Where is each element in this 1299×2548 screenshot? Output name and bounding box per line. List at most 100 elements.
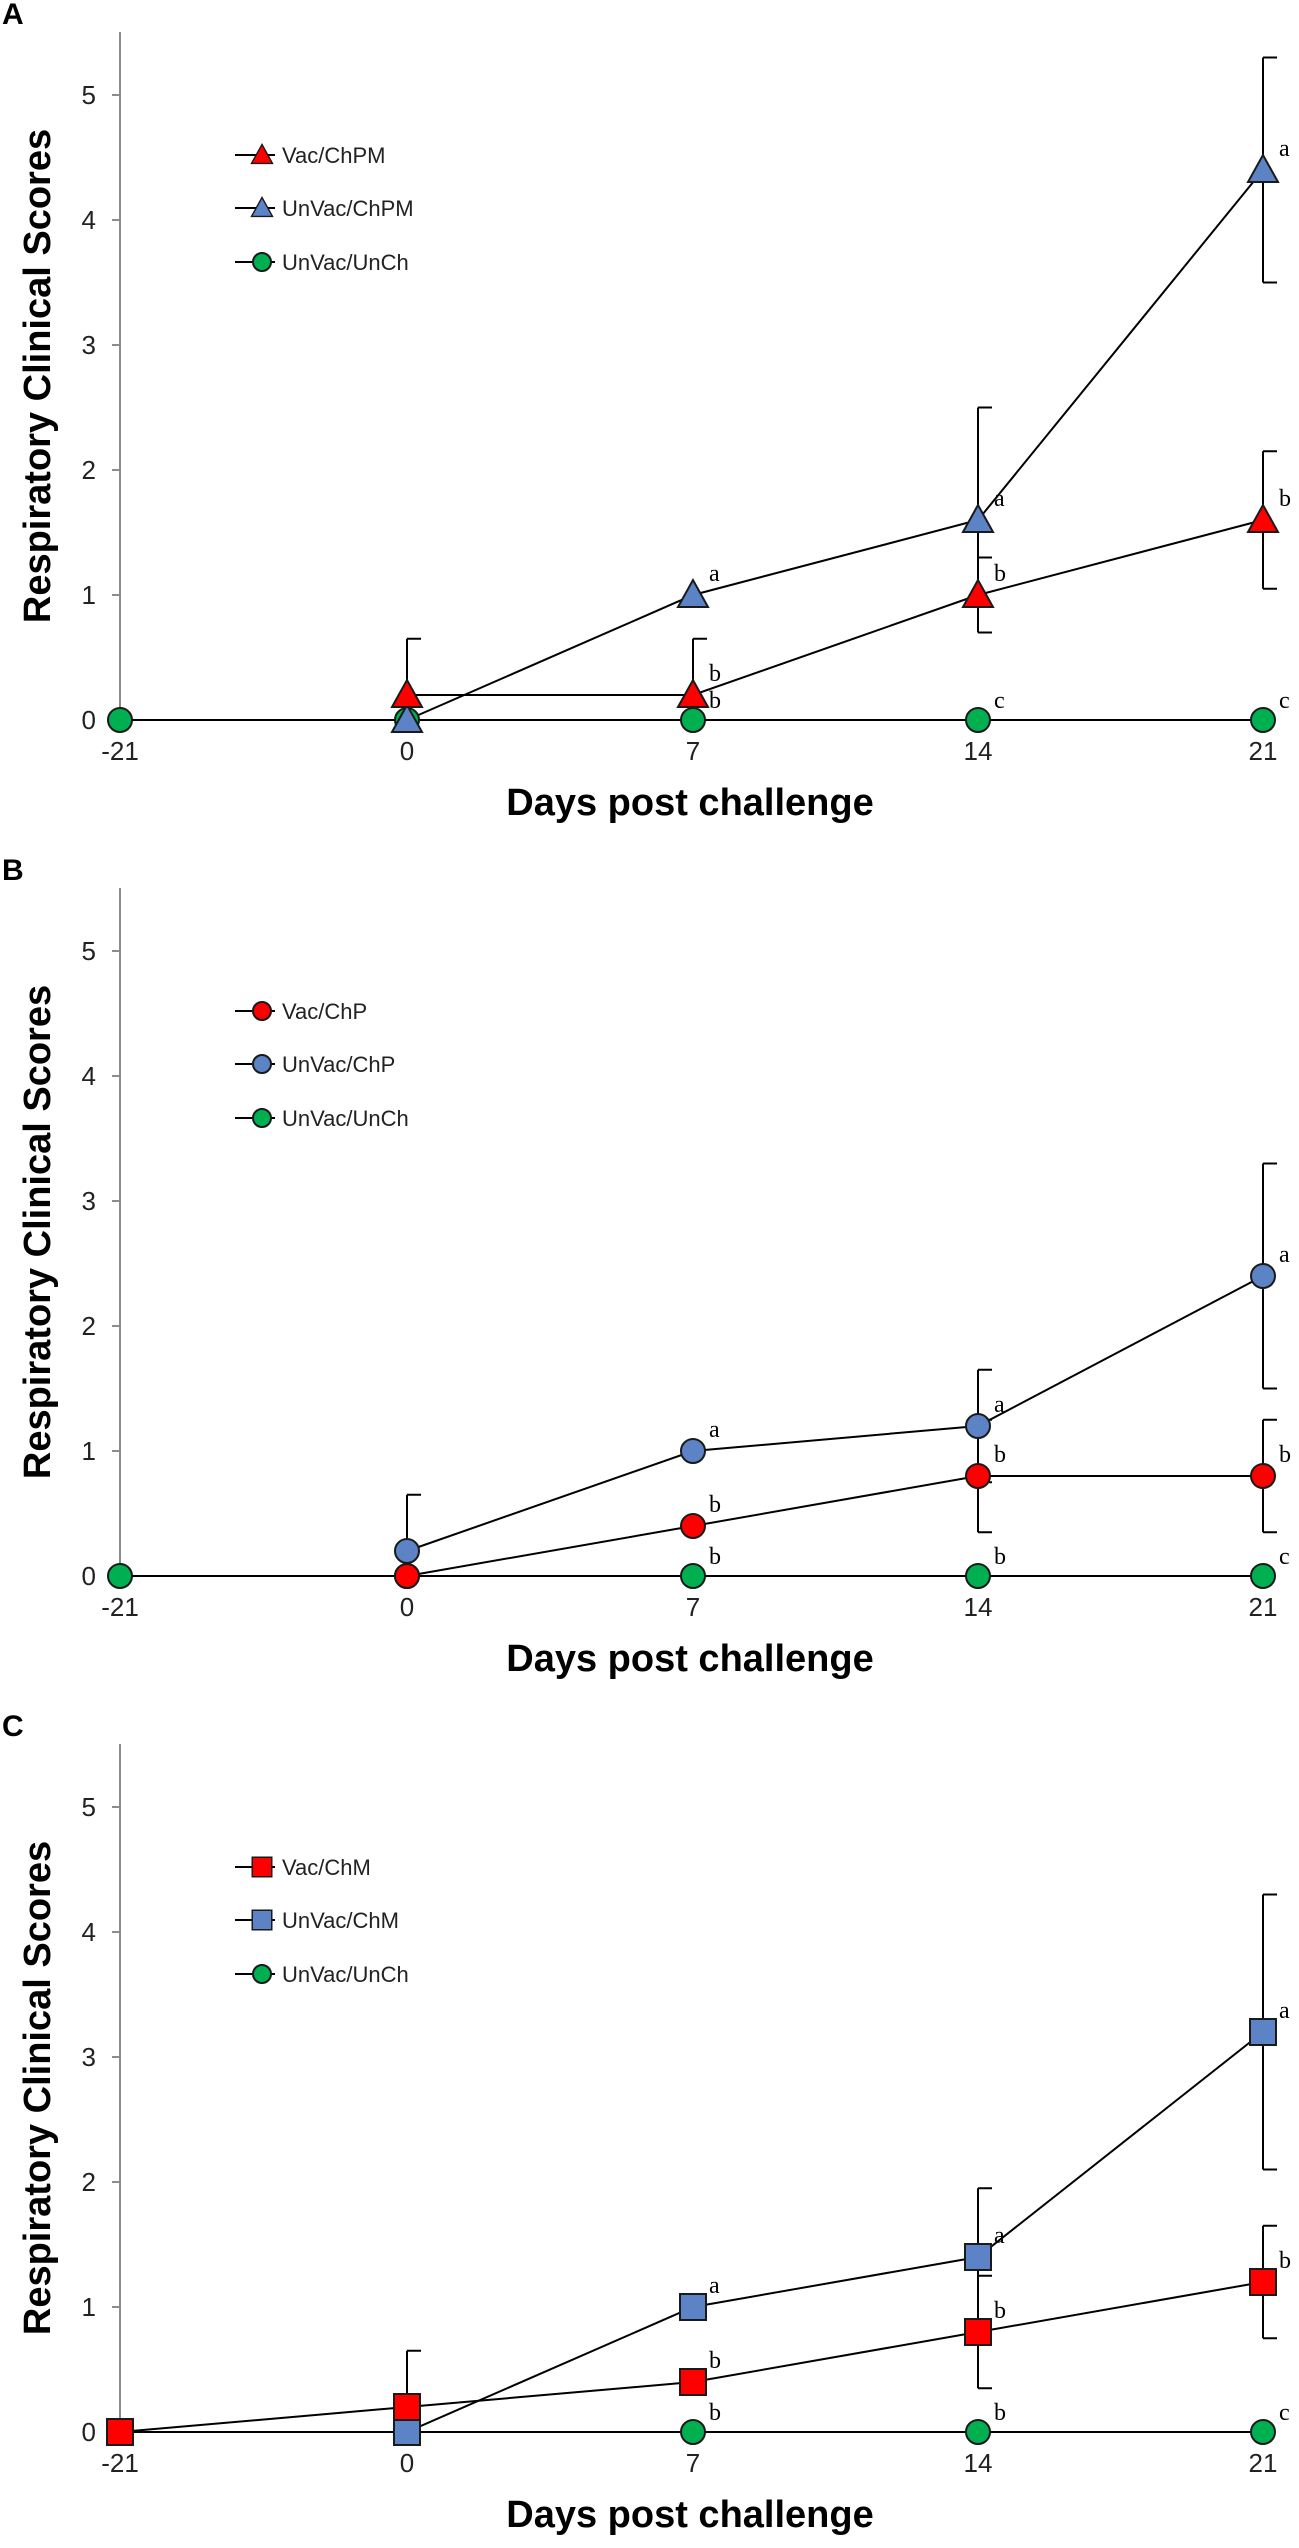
panel-a-point-unvac-chpm (961, 502, 995, 533)
panel-a-legend-label: UnVac/ChPM (282, 196, 414, 221)
panel-a-point-vac-chpm (1246, 502, 1280, 533)
panel-c-legend-label: UnVac/ChM (282, 1908, 399, 1933)
panel-a-significance-label: b (994, 561, 1006, 587)
panel-b-legend-marker (252, 1001, 272, 1021)
panel-b-point-unvac-chp (965, 1413, 991, 1439)
panel-a-y-axis-title: Respiratory Clinical Scores (17, 129, 59, 623)
panel-a-x-tick-label: 0 (400, 736, 414, 766)
panel-a-legend-marker (250, 196, 274, 218)
panel-a-point-vac-chpm (390, 677, 424, 708)
panel-c-point-unvac-unch (1250, 2419, 1276, 2445)
panel-b-point-vac-chp (1250, 1463, 1276, 1489)
panel-b-point-vac-chp (680, 1513, 706, 1539)
panel-b-legend-marker (252, 1108, 272, 1128)
panel-c-significance-label: b (709, 2348, 721, 2374)
panel-c-x-tick-label: 0 (400, 2448, 414, 2478)
panel-a-y-tick-label: 5 (82, 80, 96, 110)
panel-b-series-line-vac-chp (406, 1475, 1263, 1577)
panel-b-significance-label: b (994, 1442, 1006, 1468)
panel-b-significance-label: b (709, 1492, 721, 1518)
panel-a-legend-item-unvac-chpm: UnVac/ChPM (235, 196, 414, 221)
panel-a-point-unvac-unch (680, 707, 706, 733)
panel-a-significance-label: a (709, 561, 720, 587)
panel-b-legend-item-vac-chp: Vac/ChP (235, 999, 367, 1024)
panel-a-y-tick-label: 0 (82, 705, 96, 735)
panel-b-significance-label: b (1279, 1442, 1291, 1468)
panel-c-point-unvac-chm (679, 2293, 707, 2321)
panel-c-point-vac-chm (106, 2418, 134, 2446)
panel-b-significance-label: b (994, 1544, 1006, 1570)
panel-c-x-tick-label: 21 (1249, 2448, 1278, 2478)
panel-b-x-tick-label: 0 (400, 1592, 414, 1622)
panel-a-significance-label: b (709, 661, 721, 687)
panel-a-point-unvac-chpm (390, 702, 424, 733)
panel-c-x-tick-label: 14 (964, 2448, 993, 2478)
panel-a-x-tick-label: -21 (101, 736, 139, 766)
panel-a-significance-label: b (709, 688, 721, 714)
panel-a-point-vac-chpm (961, 577, 995, 608)
panel-a-legend-marker (252, 252, 272, 272)
panel-a-legend-label: Vac/ChPM (282, 143, 386, 168)
panel-c-y-tick-label: 4 (82, 1917, 96, 1947)
panel-a-legend-item-vac-chpm: Vac/ChPM (235, 143, 386, 168)
panel-c-significance-label: b (709, 2400, 721, 2426)
panel-c-letter: C (2, 1710, 24, 1743)
panel-a-y-tick-label: 1 (82, 580, 96, 610)
panel-b-legend-label: UnVac/ChP (282, 1052, 395, 1077)
panel-a-point-unvac-unch (965, 707, 991, 733)
panel-b-y-tick-label: 3 (82, 1186, 96, 1216)
panel-b-y-axis-title: Respiratory Clinical Scores (17, 985, 59, 1479)
panel-b-legend-label: Vac/ChP (282, 999, 367, 1024)
panel-c-y-tick-label: 1 (82, 2292, 96, 2322)
panel-c-point-vac-chm (679, 2368, 707, 2396)
panel-b-legend-label: UnVac/UnCh (282, 1106, 409, 1131)
panel-b-x-tick-label: 14 (964, 1592, 993, 1622)
panel-c-point-vac-chm (393, 2393, 421, 2421)
panel-b-legend-item-unvac-unch: UnVac/UnCh (235, 1106, 409, 1131)
panel-c-point-unvac-chm (964, 2243, 992, 2271)
panel-b-point-unvac-chp (394, 1538, 420, 1564)
panel-b-legend-marker (252, 1054, 272, 1074)
panel-c-significance-label: a (709, 2273, 720, 2299)
panel-c-y-tick-label: 0 (82, 2417, 96, 2447)
panel-a-point-unvac-unch (1250, 707, 1276, 733)
panel-a-point-unvac-unch (107, 707, 133, 733)
panel-b-x-tick-label: -21 (101, 1592, 139, 1622)
panel-a-significance-label: c (1279, 688, 1290, 714)
panel-a-y-tick-label: 4 (82, 205, 96, 235)
panel-b-y-tick-label: 1 (82, 1436, 96, 1466)
panel-a-x-tick-label: 21 (1249, 736, 1278, 766)
panel-a-significance-label: a (994, 486, 1005, 512)
panel-c-legend-label: Vac/ChM (282, 1855, 371, 1880)
panel-c-significance-label: c (1279, 2400, 1290, 2426)
panel-c-significance-label: a (1279, 1998, 1290, 2024)
panel-b-point-vac-chp (965, 1463, 991, 1489)
panel-c-y-tick-label: 2 (82, 2167, 96, 2197)
panel-c-x-tick-label: -21 (101, 2448, 139, 2478)
panel-c-point-unvac-chm (393, 2418, 421, 2446)
panel-b-y-tick-label: 2 (82, 1311, 96, 1341)
panel-a-series-line-vac-chpm (407, 519, 1264, 696)
panel-b-significance-label: a (709, 1417, 720, 1443)
panel-b-point-unvac-unch (1250, 1563, 1276, 1589)
panel-b-y-tick-label: 5 (82, 936, 96, 966)
panel-c-legend-marker (251, 1856, 273, 1878)
panel-c-legend-marker (251, 1909, 273, 1931)
panel-b-point-unvac-chp (680, 1438, 706, 1464)
panel-c-significance-label: b (994, 2298, 1006, 2324)
panel-a-letter: A (2, 0, 24, 31)
panel-b-letter: B (2, 854, 24, 887)
panel-c-x-axis-title: Days post challenge (506, 2494, 873, 2536)
panel-a-significance-label: a (1279, 136, 1290, 162)
panel-c-y-tick-label: 3 (82, 2042, 96, 2072)
panel-a-significance-label: b (1279, 486, 1291, 512)
panel-a-legend-item-unvac-unch: UnVac/UnCh (235, 250, 409, 275)
panel-c-point-vac-chm (964, 2318, 992, 2346)
panel-b-series-line-unvac-chp (406, 1275, 1264, 1552)
panel-a-y-tick-label: 2 (82, 455, 96, 485)
panel-a-point-unvac-chpm (1246, 152, 1280, 183)
